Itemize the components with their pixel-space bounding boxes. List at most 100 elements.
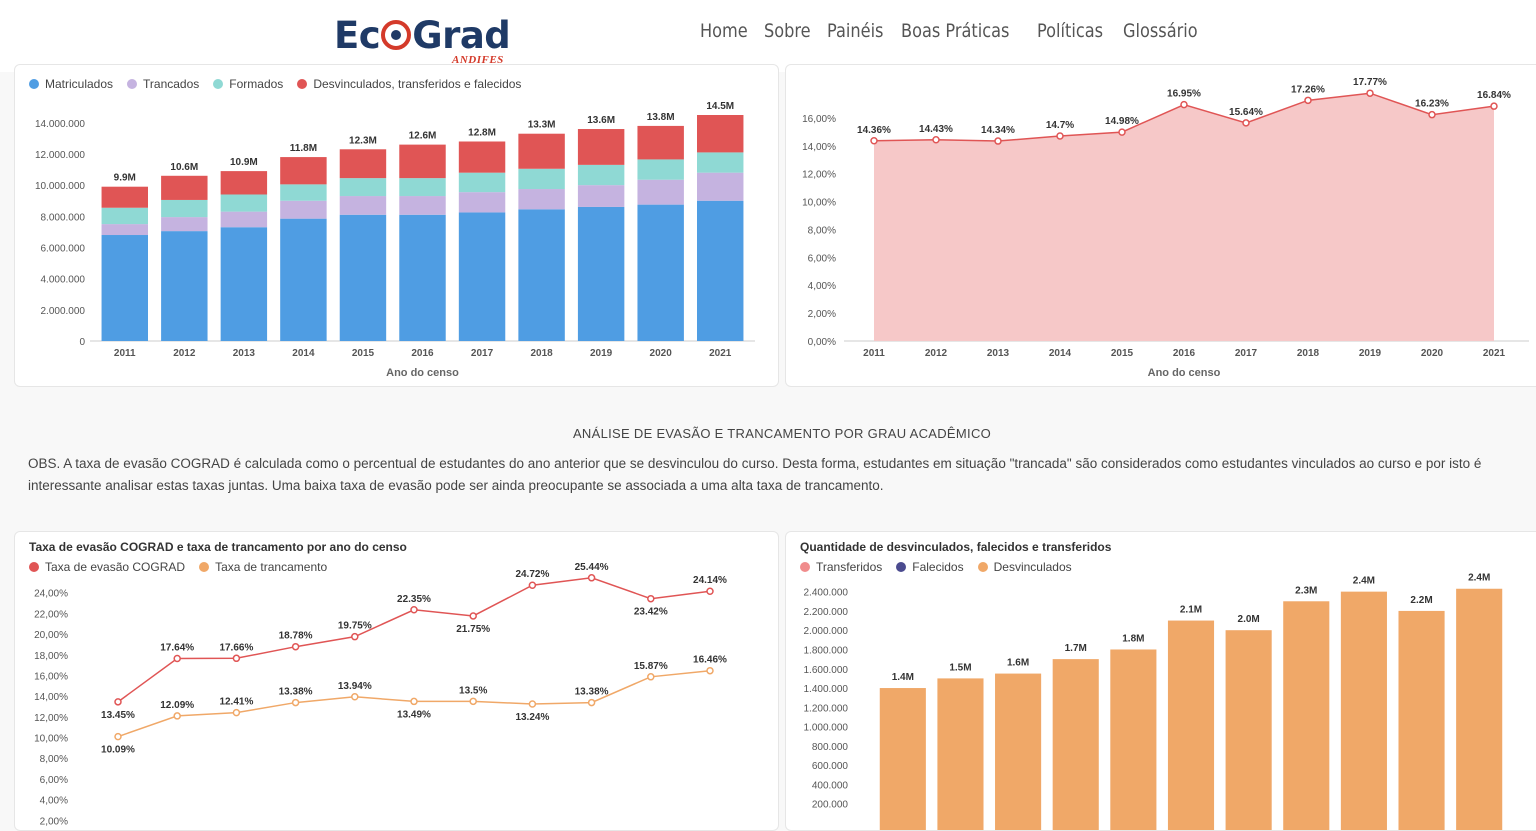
y-tick-label: 22,00% xyxy=(34,609,68,620)
y-tick-label: 6,00% xyxy=(808,253,836,264)
bar xyxy=(1340,591,1387,830)
legend-item[interactable]: Desvinculados xyxy=(977,560,1072,574)
data-label: 16.84% xyxy=(1477,90,1511,101)
bar-segment xyxy=(637,204,684,341)
nav-glossario[interactable]: Glossário xyxy=(1122,20,1198,42)
data-label: 9.9M xyxy=(114,173,136,184)
bar-segment xyxy=(637,125,684,160)
bar-segment xyxy=(101,224,148,236)
bar xyxy=(1167,620,1215,830)
bar-segment xyxy=(280,200,327,219)
x-tick-label: 2014 xyxy=(1049,348,1072,359)
bar xyxy=(1052,659,1099,830)
data-label: 17.64% xyxy=(160,642,194,653)
section-title: ANÁLISE DE EVASÃO E TRANCAMENTO POR GRAU… xyxy=(572,426,992,441)
x-tick-label: 2020 xyxy=(650,348,673,359)
data-label: 24.72% xyxy=(515,569,549,580)
data-label: 17.66% xyxy=(219,642,253,653)
y-tick-label: 1.200.000 xyxy=(804,703,849,714)
bar-segment xyxy=(518,189,565,210)
legend-dot-icon xyxy=(127,79,138,89)
legend-dot-icon xyxy=(29,562,39,572)
legend-item[interactable]: Taxa de evasão COGRAD xyxy=(29,560,185,574)
ecograd-logo[interactable]: Ec Grad ANDIFES xyxy=(334,14,514,66)
data-label: 13.49% xyxy=(397,709,431,720)
x-tick-label: 2014 xyxy=(292,348,315,359)
legend-dot-icon xyxy=(29,79,39,89)
bar-segment xyxy=(697,200,744,341)
bar-segment xyxy=(577,129,625,165)
data-label: 11.8M xyxy=(290,143,317,154)
line-chart-title: Taxa de evasão COGRAD e taxa de trancame… xyxy=(29,540,407,554)
stacked-bar-chart: 0 2.000.000 4.000.000 6.000.000 8.000.000 10.… xyxy=(35,101,755,379)
bar-segment xyxy=(161,231,208,341)
data-point xyxy=(232,708,241,717)
y-tick-label: 16,00% xyxy=(34,671,68,682)
bar-segment xyxy=(161,217,208,232)
data-label: 10.09% xyxy=(101,745,135,756)
y-tick-label: 10,00% xyxy=(802,198,836,209)
data-point xyxy=(587,574,596,582)
data-label: 14.34% xyxy=(981,125,1015,136)
legend-item[interactable]: Taxa de trancamento xyxy=(199,560,327,574)
legend-item[interactable]: Desvinculados, transferidos e falecidos xyxy=(297,77,521,91)
y-tick-label: 2.000.000 xyxy=(41,306,86,317)
nav-boas-praticas[interactable]: Boas Práticas xyxy=(901,20,1010,42)
legend-dot-icon xyxy=(297,79,308,89)
data-label: 1.7M xyxy=(1065,643,1087,654)
bar-segment xyxy=(220,194,268,212)
data-label: 19.75% xyxy=(338,621,372,632)
y-tick-label: 8,00% xyxy=(808,225,836,236)
nav-home[interactable]: Home xyxy=(700,20,748,42)
legend-item[interactable]: Matriculados xyxy=(29,77,113,91)
bar-segment xyxy=(399,144,446,179)
data-point xyxy=(410,697,418,706)
y-tick-label: 200.000 xyxy=(812,800,849,811)
y-tick-label: 2.000.000 xyxy=(804,626,849,637)
data-label: 13.24% xyxy=(515,712,549,723)
legend-item[interactable]: Trancados xyxy=(127,77,199,91)
data-point xyxy=(1118,128,1126,136)
bar-chart: 200.000 400.000 600.000 800.000 1.000.000 1.2… xyxy=(804,573,1503,830)
logo-ring-icon xyxy=(381,20,412,50)
legend-dot-icon xyxy=(199,562,210,572)
data-label: 18.78% xyxy=(279,631,313,642)
y-tick-label: 800.000 xyxy=(812,742,849,753)
data-label: 2.4M xyxy=(1468,573,1490,584)
x-tick-label: 2011 xyxy=(114,348,136,359)
y-tick-label: 18,00% xyxy=(34,651,68,662)
data-label: 13.94% xyxy=(338,681,372,692)
bar xyxy=(1398,610,1445,830)
area-chart-card: 0,00% 2,00% 4,00% 6,00% 8,00% 10,00% 12,00% 14,… xyxy=(785,64,1536,387)
bar-segment xyxy=(458,172,506,193)
data-label: 23.42% xyxy=(634,607,668,618)
bar-segment xyxy=(458,192,506,213)
data-label: 14.36% xyxy=(857,125,891,136)
bar-segment xyxy=(577,185,625,207)
nav-sobre[interactable]: Sobre xyxy=(764,20,811,42)
bar xyxy=(1456,588,1503,830)
data-label: 17.77% xyxy=(1353,77,1387,88)
bar-chart-card: Quantidade de desvinculados, falecidos e… xyxy=(785,531,1536,831)
data-point xyxy=(647,594,655,603)
data-label: 1.4M xyxy=(892,672,914,683)
legend-item[interactable]: Falecidos xyxy=(896,560,964,574)
data-label: 1.5M xyxy=(949,662,971,673)
x-tick-label: 2019 xyxy=(1359,348,1382,359)
y-tick-label: 12.000.000 xyxy=(35,150,85,161)
data-point xyxy=(1304,96,1312,105)
legend-item[interactable]: Transferidos xyxy=(800,560,882,574)
bar-segment xyxy=(637,159,684,180)
y-tick-label: 2,00% xyxy=(40,816,68,827)
data-point xyxy=(410,606,418,614)
data-point xyxy=(469,697,477,706)
data-label: 14.7% xyxy=(1046,120,1074,131)
bar-segment xyxy=(697,172,744,201)
nav-politicas[interactable]: Políticas xyxy=(1036,20,1103,42)
data-point xyxy=(994,137,1002,145)
nav-paineis[interactable]: Painéis xyxy=(826,20,884,42)
legend-item[interactable]: Formados xyxy=(213,77,283,91)
data-point xyxy=(1428,110,1436,119)
y-tick-label: 6,00% xyxy=(40,775,68,786)
bar-segment xyxy=(220,211,268,228)
